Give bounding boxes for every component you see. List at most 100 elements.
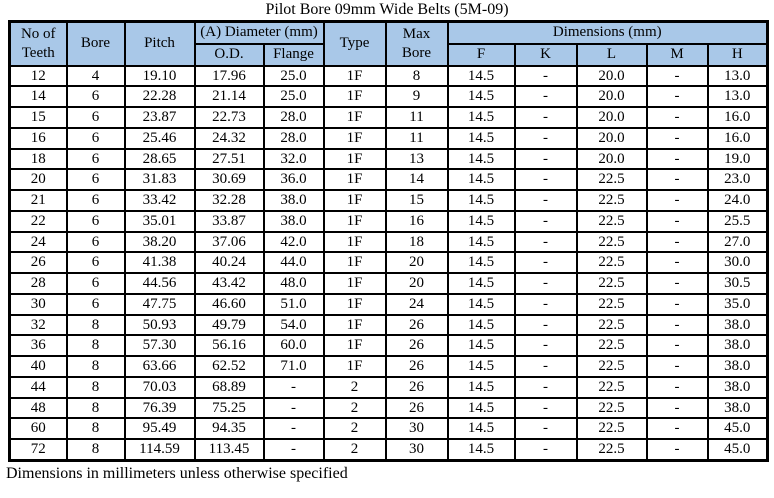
cell: 22.5 xyxy=(575,189,648,212)
cell: 9 xyxy=(384,85,449,108)
cell: 20.0 xyxy=(575,85,648,108)
cell: 6 xyxy=(65,85,126,108)
table-row: 30 6 47.75 46.60 51.0 1F 24 14.5-22.5-35.0 xyxy=(8,292,769,316)
cell: 6 xyxy=(65,209,126,233)
column-header-od: O.D. xyxy=(193,42,265,67)
cell: 75.25 xyxy=(193,396,265,420)
cell: 8 xyxy=(65,313,126,337)
cell: 21 xyxy=(8,189,68,212)
cell: 17.96 xyxy=(193,64,265,88)
cell: 32.0 xyxy=(262,147,325,171)
cell: 62.52 xyxy=(193,355,265,378)
cell: 63.66 xyxy=(123,355,196,378)
cell: 1F xyxy=(322,126,387,150)
cell: - xyxy=(645,230,709,254)
column-header-l: L xyxy=(575,42,648,67)
cell: - xyxy=(645,437,709,462)
cell: 30.5 xyxy=(706,272,769,295)
cell: - xyxy=(645,209,709,233)
column-header-pitch: Pitch xyxy=(123,20,196,67)
cell: 42.0 xyxy=(262,230,325,254)
cell: - xyxy=(262,417,325,440)
cell: 22.28 xyxy=(123,85,196,108)
cell: 13 xyxy=(384,147,449,171)
cell: - xyxy=(513,168,578,191)
cell: 1F xyxy=(322,168,387,191)
cell: 28.65 xyxy=(123,147,196,171)
cell: 11 xyxy=(384,126,449,150)
cell: 16.0 xyxy=(706,126,769,150)
cell: - xyxy=(513,85,578,108)
cell: 22 xyxy=(8,209,68,233)
cell: 57.30 xyxy=(123,334,196,357)
cell: 44 xyxy=(8,375,68,399)
cell: 14.5 xyxy=(446,355,516,378)
cell: - xyxy=(262,375,325,399)
cell: - xyxy=(513,396,578,420)
cell: 51.0 xyxy=(262,292,325,316)
cell: 38.20 xyxy=(123,230,196,254)
cell: 44.0 xyxy=(262,251,325,274)
cell: 8 xyxy=(65,375,126,399)
cell: 26 xyxy=(384,375,449,399)
cell: 45.0 xyxy=(706,417,769,440)
cell: 23.87 xyxy=(123,106,196,129)
cell: 2 xyxy=(322,396,387,420)
cell: 4 xyxy=(65,64,126,88)
cell: 50.93 xyxy=(123,313,196,337)
cell: - xyxy=(645,64,709,88)
cell: 1F xyxy=(322,64,387,88)
cell: 60 xyxy=(8,417,68,440)
cell: 26 xyxy=(8,251,68,274)
cell: 14 xyxy=(384,168,449,191)
cell: 14.5 xyxy=(446,168,516,191)
cell: 2 xyxy=(322,375,387,399)
cell: 70.03 xyxy=(123,375,196,399)
cell: 1F xyxy=(322,189,387,212)
cell: 26 xyxy=(384,396,449,420)
cell: 14.5 xyxy=(446,396,516,420)
cell: 38.0 xyxy=(262,189,325,212)
cell: 54.0 xyxy=(262,313,325,337)
cell: 22.5 xyxy=(575,272,648,295)
table-row: 16 6 25.46 24.32 28.0 1F 11 14.5-20.0-16.0 xyxy=(8,126,769,150)
cell: 48.0 xyxy=(262,272,325,295)
cell: - xyxy=(645,313,709,337)
cell: 22.5 xyxy=(575,230,648,254)
cell: 25.0 xyxy=(262,85,325,108)
cell: 20.0 xyxy=(575,64,648,88)
column-header-max-bore: Max Bore xyxy=(384,20,449,67)
column-header-flange: Flange xyxy=(262,42,325,67)
cell: 41.38 xyxy=(123,251,196,274)
cell: 20.0 xyxy=(575,106,648,129)
cell: - xyxy=(513,334,578,357)
cell: 14.5 xyxy=(446,375,516,399)
cell: 56.16 xyxy=(193,334,265,357)
cell: - xyxy=(645,126,709,150)
table-row: 48 8 76.39 75.25-2 26 14.5-22.5-38.0 xyxy=(8,396,769,420)
cell: 38.0 xyxy=(706,396,769,420)
cell: 33.87 xyxy=(193,209,265,233)
cell: 30.0 xyxy=(706,251,769,274)
cell: - xyxy=(513,313,578,337)
header-row-1: No of Teeth Bore Pitch (A) Diameter (mm)… xyxy=(8,20,769,67)
cell: 6 xyxy=(65,292,126,316)
cell: 2 xyxy=(322,417,387,440)
column-header-m: M xyxy=(645,42,709,67)
cell: - xyxy=(513,126,578,150)
cell: - xyxy=(645,85,709,108)
cell: 38.0 xyxy=(706,313,769,337)
cell: - xyxy=(513,64,578,88)
cell: 15 xyxy=(8,106,68,129)
cell: 14 xyxy=(8,85,68,108)
cell: 35.0 xyxy=(706,292,769,316)
cell: 6 xyxy=(65,168,126,191)
cell: 26 xyxy=(384,334,449,357)
cell: 38.0 xyxy=(262,209,325,233)
cell: 16 xyxy=(8,126,68,150)
cell: - xyxy=(645,106,709,129)
cell: 24.32 xyxy=(193,126,265,150)
dimensions-footnote: Dimensions in millimeters unless otherwi… xyxy=(6,464,348,482)
cell: 6 xyxy=(65,147,126,171)
cell: 14.5 xyxy=(446,272,516,295)
